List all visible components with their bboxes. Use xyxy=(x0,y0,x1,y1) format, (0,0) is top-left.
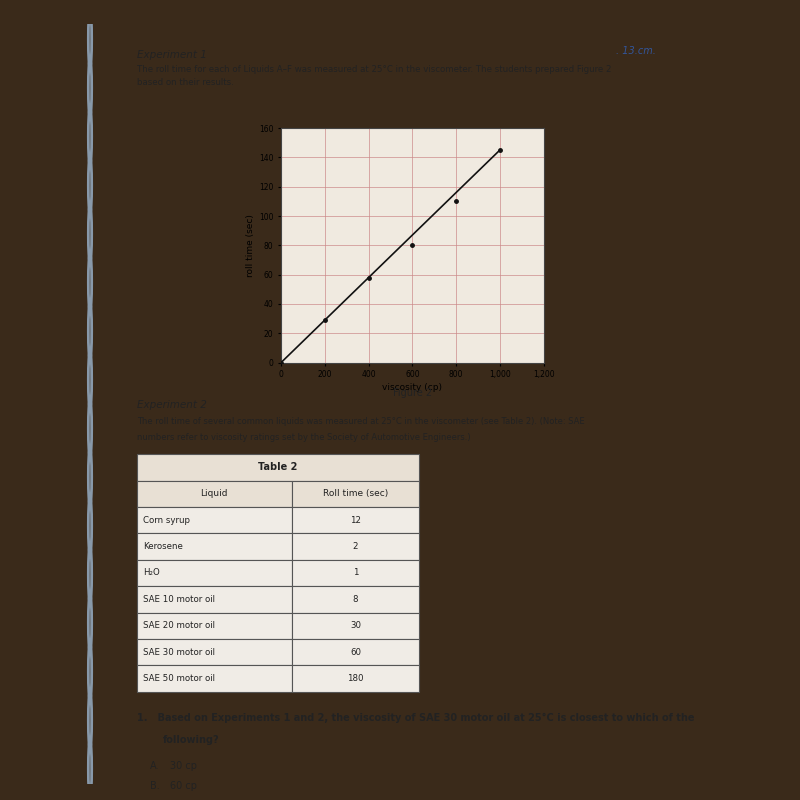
Text: 60: 60 xyxy=(350,648,361,657)
Text: 1.   Based on Experiments 1 and 2, the viscosity of SAE 30 motor oil at 25°C is : 1. Based on Experiments 1 and 2, the vis… xyxy=(137,713,694,723)
Text: Kerosene: Kerosene xyxy=(143,542,183,551)
Text: Roll time (sec): Roll time (sec) xyxy=(322,490,388,498)
Text: The roll time for each of Liquids A–F was measured at 25°C in the viscometer. Th: The roll time for each of Liquids A–F wa… xyxy=(137,65,611,74)
Text: 60 cp: 60 cp xyxy=(170,781,197,791)
Text: A.: A. xyxy=(150,761,159,771)
Text: 180: 180 xyxy=(347,674,364,683)
Text: SAE 10 motor oil: SAE 10 motor oil xyxy=(143,595,215,604)
Text: . 13.cm.: . 13.cm. xyxy=(616,46,655,56)
Text: following?: following? xyxy=(163,735,220,746)
Y-axis label: roll time (sec): roll time (sec) xyxy=(246,214,255,277)
X-axis label: viscosity (cp): viscosity (cp) xyxy=(382,383,442,392)
Text: SAE 20 motor oil: SAE 20 motor oil xyxy=(143,622,215,630)
Text: The roll time of several common liquids was measured at 25°C in the viscometer (: The roll time of several common liquids … xyxy=(137,418,585,426)
Text: B.: B. xyxy=(150,781,160,791)
Text: Figure 2: Figure 2 xyxy=(393,388,432,398)
Text: numbers refer to viscosity ratings set by the Society of Automotive Engineers.): numbers refer to viscosity ratings set b… xyxy=(137,434,470,442)
Text: H₂O: H₂O xyxy=(143,569,160,578)
Text: 1: 1 xyxy=(353,569,358,578)
Text: Experiment 1: Experiment 1 xyxy=(137,50,206,60)
Text: 30 cp: 30 cp xyxy=(170,761,197,771)
Text: SAE 50 motor oil: SAE 50 motor oil xyxy=(143,674,215,683)
Text: Corn syrup: Corn syrup xyxy=(143,516,190,525)
Text: Table 2: Table 2 xyxy=(258,462,298,472)
Text: based on their results.: based on their results. xyxy=(137,78,234,86)
Text: 12: 12 xyxy=(350,516,361,525)
Text: Liquid: Liquid xyxy=(201,490,228,498)
Text: SAE 30 motor oil: SAE 30 motor oil xyxy=(143,648,215,657)
Text: 30: 30 xyxy=(350,622,361,630)
Text: 2: 2 xyxy=(353,542,358,551)
Text: 8: 8 xyxy=(353,595,358,604)
Text: Experiment 2: Experiment 2 xyxy=(137,400,206,410)
